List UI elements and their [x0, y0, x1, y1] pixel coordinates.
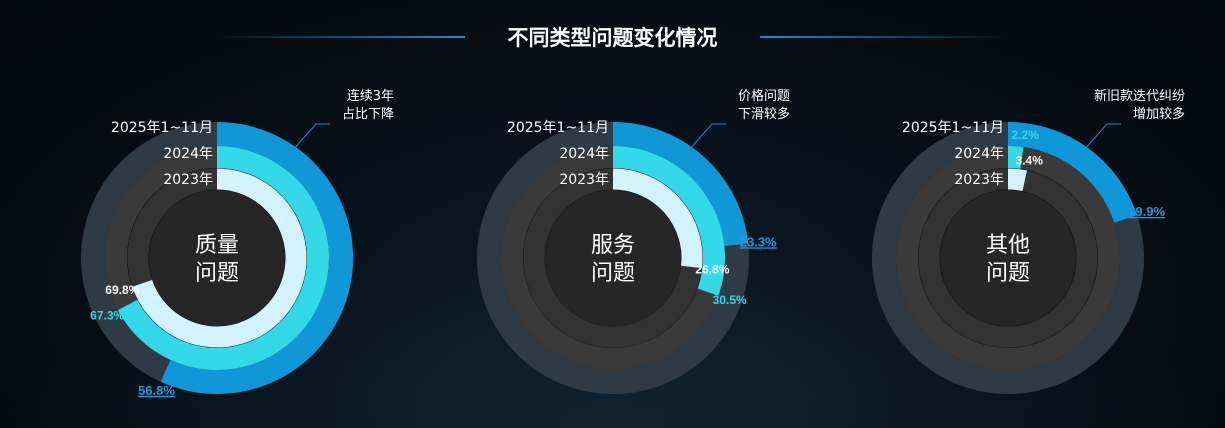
- annotation-text-line-1: 价格问题: [738, 88, 790, 104]
- value-label-1: 23.3%: [740, 234, 777, 249]
- center-label-line-1: 其他: [986, 233, 1030, 258]
- center-label-line-2: 问题: [986, 261, 1030, 286]
- title-divider-left: [215, 36, 465, 38]
- center-label-line-2: 问题: [591, 261, 635, 286]
- arc-1: [612, 122, 749, 247]
- arc-2: [1007, 145, 1024, 169]
- arc-3: [612, 168, 703, 269]
- year-label-1: 2025年1~11月: [902, 120, 1004, 136]
- value-label-3: 3.4%: [1016, 153, 1044, 167]
- year-label-3: 2023年: [954, 172, 1004, 188]
- arc-2: [612, 146, 725, 296]
- value-label-1: 56.8%: [138, 383, 175, 398]
- arc-1: [1007, 122, 1138, 223]
- annotation-text-line-2: 增加较多: [1133, 106, 1185, 122]
- arc-3: [132, 168, 307, 348]
- center-label-line-1: 质量: [195, 233, 239, 258]
- donut-center: [545, 190, 681, 326]
- value-label-3: 69.8%: [105, 283, 139, 297]
- value-label-2: 2.2%: [1011, 128, 1039, 142]
- center-label-line-1: 服务: [591, 233, 635, 258]
- year-label-2: 2024年: [559, 146, 609, 162]
- year-label-2: 2024年: [954, 146, 1004, 162]
- donut-center: [940, 190, 1076, 326]
- value-label-3: 26.8%: [695, 262, 729, 276]
- value-label-1: 19.9%: [1128, 204, 1165, 219]
- annotation-text-line-1: 连续3年: [347, 88, 394, 104]
- chart-title: 不同类型问题变化情况: [507, 26, 718, 50]
- value-label-2: 30.5%: [713, 293, 747, 307]
- donut-center: [149, 190, 285, 326]
- arc-1: [160, 122, 353, 394]
- year-label-1: 2025年1~11月: [111, 120, 213, 136]
- year-label-1: 2025年1~11月: [507, 120, 609, 136]
- year-label-3: 2023年: [163, 172, 213, 188]
- annotation-text-line-2: 下滑较多: [738, 106, 790, 122]
- annotation-line: [687, 123, 726, 152]
- center-label-line-2: 问题: [195, 261, 239, 286]
- arc-3: [1007, 168, 1027, 192]
- annotation-text-line-2: 占比下降: [342, 107, 394, 122]
- annotation-line: [1082, 123, 1121, 152]
- year-label-3: 2023年: [559, 172, 609, 188]
- value-label-2: 67.3%: [90, 309, 124, 323]
- annotation-line: [291, 123, 330, 152]
- arc-2: [117, 146, 329, 370]
- year-label-2: 2024年: [163, 146, 213, 162]
- annotation-text-line-1: 新旧款迭代纠纷: [1094, 88, 1185, 104]
- chart-header: 不同类型问题变化情况: [0, 22, 1225, 56]
- title-divider-right: [760, 36, 1010, 38]
